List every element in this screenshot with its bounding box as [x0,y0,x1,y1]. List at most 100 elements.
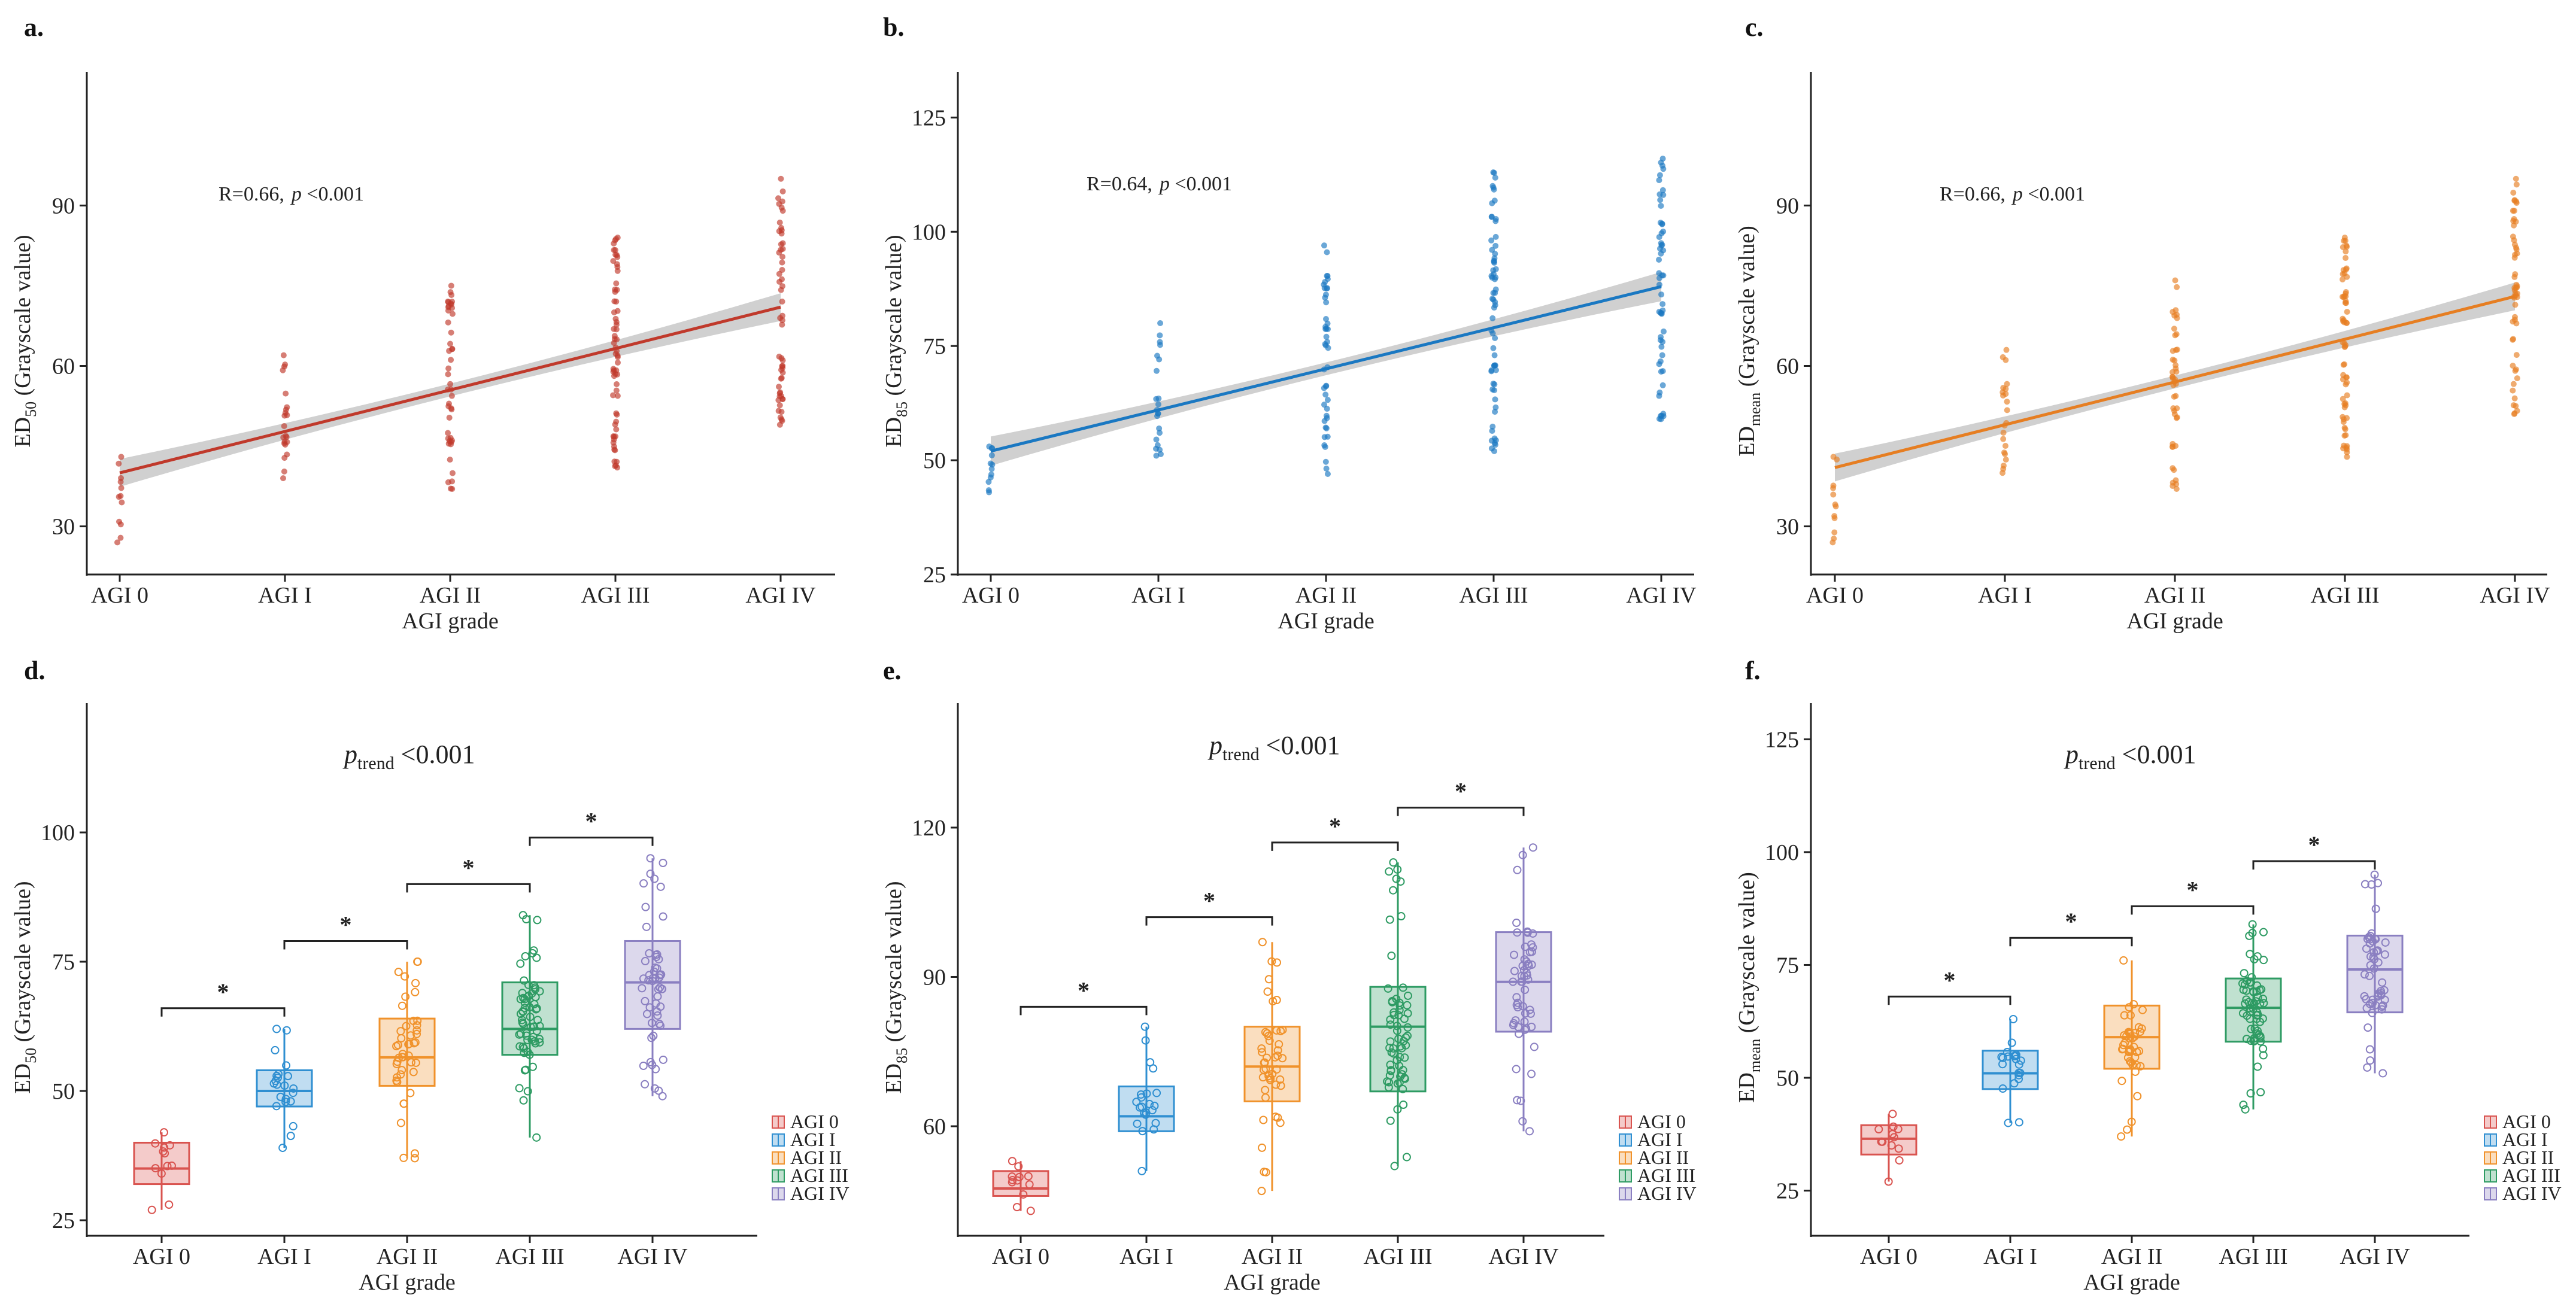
data-point [281,468,287,475]
regression-line [990,285,1662,453]
data-point [2365,971,2374,980]
x-axis-title: AGI grade [2126,609,2223,634]
x-tick-label: AGI 0 [1860,1244,1917,1269]
data-point [985,487,992,494]
y-axis-title-main: ED [10,417,35,448]
data-point [516,1010,525,1019]
x-tick-label: AGI III [1459,583,1528,608]
data-point [1396,877,1405,886]
data-point [1874,1125,1883,1134]
data-point [1998,1084,2007,1093]
x-tick-label: AGI I [257,1244,311,1269]
data-point [2123,1125,2132,1134]
data-point [117,479,124,485]
data-point [2368,999,2377,1008]
data-point [779,208,786,214]
trend-subscript: trend [357,753,395,773]
data-point [611,309,617,315]
data-point [2014,1075,2023,1084]
data-point [2514,284,2520,291]
data-point [1657,220,1664,226]
data-point [528,949,537,957]
data-point [116,518,122,525]
x-tick-label: AGI IV [1488,1244,1559,1269]
y-axis-title: EDmean (Grayscale value) [1734,226,1764,456]
data-point [1387,1048,1396,1057]
data-point [1157,332,1163,339]
data-point [521,952,530,960]
y-tick-label: 100 [912,220,946,245]
data-point [2368,995,2377,1004]
data-point [1998,1053,2007,1062]
data-point [2170,483,2176,490]
data-point [1658,334,1664,341]
y-tick-label: 75 [1776,953,1799,978]
data-point [1491,276,1498,282]
data-point [1403,1023,1412,1032]
data-point [645,949,654,958]
data-point [445,299,452,305]
data-point [2360,992,2369,1001]
data-point [2511,208,2517,214]
data-point [518,1018,527,1027]
data-point [448,329,454,336]
data-point [2512,251,2519,258]
data-point [281,1098,290,1107]
data-point [2512,302,2519,308]
panel-label: f. [1745,656,1761,685]
data-point [642,1010,651,1019]
y-axis-title-main: ED [1734,426,1759,457]
data-point [2003,346,2010,353]
data-point [779,357,786,364]
data-point [1140,1109,1149,1118]
data-point [1386,1116,1395,1125]
data-point [518,1007,527,1016]
data-point [611,247,617,253]
data-point [404,1051,413,1060]
data-point [533,916,542,925]
data-point [2014,1060,2023,1069]
data-point [447,381,454,387]
y-tick-label: 50 [52,1079,75,1104]
data-point [2000,385,2007,391]
data-point [1399,1101,1408,1109]
data-point [1831,513,1838,519]
data-point [2259,956,2268,965]
data-point [612,288,618,295]
data-point [2173,311,2180,318]
y-tick-label: 60 [52,354,75,379]
data-point [1884,1177,1893,1186]
data-point [515,1042,524,1051]
data-point [2513,352,2520,358]
data-point [779,267,785,273]
y-axis-title: ED50 (Grayscale value) [10,235,40,447]
panel-label: e. [883,656,902,685]
data-point [413,1016,422,1025]
x-tick-label: AGI I [258,583,312,608]
significance-star: * [463,854,475,881]
data-point [2344,379,2350,386]
x-axis-title: AGI grade [359,1270,455,1295]
y-axis-title-tail: (Grayscale value) [1734,226,1759,393]
data-point [1269,997,1278,1006]
legend-label: AGI 0 [1637,1111,1686,1132]
significance-star: * [1078,977,1090,1004]
data-point [284,1072,293,1081]
data-point [2363,1063,2372,1072]
data-point [2256,1032,2265,1041]
data-point [641,1080,650,1089]
data-point [2246,950,2255,959]
data-point [283,433,289,439]
data-point [651,999,660,1008]
data-point [650,874,659,883]
data-point [2363,1023,2372,1032]
data-point [1386,1020,1395,1029]
data-point [2172,332,2178,339]
data-point [1895,1156,1904,1165]
x-tick-label: AGI III [495,1244,564,1269]
data-point [1525,948,1534,957]
data-point [289,1084,298,1093]
data-point [2126,1011,2135,1020]
data-point [2360,970,2369,979]
data-point [2010,1079,2019,1088]
